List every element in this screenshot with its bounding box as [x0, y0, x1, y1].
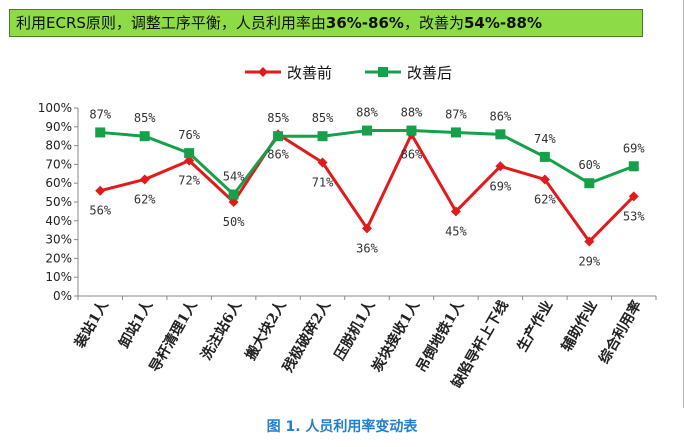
data-point-after [184, 148, 195, 159]
data-point-before [450, 206, 461, 217]
data-point-after [95, 127, 106, 138]
summary-banner: 利用ECRS原则，调整工序平衡，人员利用率由36%-86%，改善为54%-88% [9, 9, 643, 37]
data-label-after: 76% [178, 128, 200, 142]
data-point-before [139, 174, 150, 185]
data-label-after: 88% [356, 106, 378, 120]
data-label-before: 45% [445, 224, 467, 238]
data-point-before [184, 155, 195, 166]
data-point-before [362, 223, 372, 234]
data-point-before [228, 197, 239, 207]
data-label-after: 87% [89, 107, 111, 121]
y-tick-label: 60% [45, 176, 72, 190]
data-label-after: 88% [401, 106, 423, 120]
figure-caption: 图 1. 人员利用率变动表 [266, 419, 418, 435]
legend-label-after: 改善后 [407, 64, 452, 82]
data-label-before: 86% [401, 147, 423, 161]
data-label-before: 71% [312, 176, 334, 190]
data-label-after: 54% [223, 169, 245, 183]
x-category-label: 卸站1人 [116, 297, 157, 351]
data-label-before: 36% [356, 241, 378, 255]
x-category-label: 搬大块2人 [242, 297, 290, 363]
y-tick-label: 50% [45, 195, 72, 209]
data-point-before [317, 157, 328, 168]
data-label-before: 53% [623, 209, 645, 223]
data-label-after: 87% [445, 107, 467, 121]
data-point-before [628, 191, 639, 202]
y-tick-label: 30% [45, 233, 72, 247]
y-tick-label: 90% [45, 120, 72, 134]
data-point-before [495, 161, 506, 172]
data-point-after [273, 131, 284, 142]
data-label-after: 85% [312, 111, 334, 125]
legend-marker-before [258, 67, 268, 77]
data-point-after [362, 125, 372, 136]
data-label-after: 74% [534, 132, 556, 146]
y-tick-label: 20% [45, 251, 72, 265]
y-tick-label: 10% [45, 270, 72, 284]
data-point-after [450, 127, 461, 138]
data-point-after [584, 178, 595, 189]
data-point-before [95, 185, 106, 196]
y-tick-label: 100% [38, 101, 72, 115]
data-point-after [139, 131, 150, 142]
data-point-after [406, 125, 417, 136]
utilization-line-chart: 0% 10% 20% 30% 40% 50% 60% 70% 80% 90% 100% 装站1人 卸站1… [38, 64, 657, 391]
banner-mid: ，改善为 [403, 14, 464, 32]
data-label-before: 62% [534, 192, 556, 206]
data-point-after [317, 131, 328, 142]
x-category-label: 综合利用率 [596, 298, 646, 367]
data-label-before: 56% [89, 204, 111, 218]
y-tick-label: 80% [45, 139, 72, 153]
data-point-before [539, 174, 550, 185]
data-label-before: 72% [178, 174, 200, 188]
data-label-before: 29% [578, 254, 600, 268]
data-label-after: 69% [623, 141, 645, 155]
x-category-label: 压脱机1人 [331, 297, 379, 363]
data-point-before [584, 236, 595, 247]
x-category-label: 辅助作业 [558, 298, 601, 355]
y-tick-label: 0% [53, 289, 72, 303]
data-label-after: 60% [578, 158, 600, 172]
data-label-before: 69% [490, 179, 512, 193]
data-point-after [495, 129, 506, 140]
data-label-after: 85% [134, 111, 156, 125]
x-category-label: 装站1人 [71, 297, 113, 352]
data-point-after [228, 189, 239, 200]
data-label-before: 86% [267, 147, 289, 161]
y-tick-label: 70% [45, 157, 72, 171]
x-category-label: 洗注站6人 [197, 297, 245, 363]
legend-label-before: 改善前 [287, 64, 332, 82]
chart-frame: 利用ECRS原则，调整工序平衡，人员利用率由36%-86%，改善为54%-88%… [9, 0, 684, 408]
banner-after-range: 54%-88% [463, 14, 543, 32]
data-point-after [539, 151, 550, 162]
x-category-label: 生产作业 [514, 298, 557, 355]
data-label-after: 85% [267, 111, 289, 125]
y-tick-label: 40% [45, 214, 72, 228]
banner-before-range: 36%-86% [325, 14, 404, 32]
data-label-before: 62% [134, 192, 156, 206]
data-label-before: 50% [223, 215, 245, 229]
data-point-after [628, 161, 639, 172]
banner-prefix: 利用ECRS原则，调整工序平衡，人员利用率由 [16, 14, 326, 32]
data-label-after: 86% [490, 109, 512, 123]
legend-marker-after [378, 67, 388, 77]
